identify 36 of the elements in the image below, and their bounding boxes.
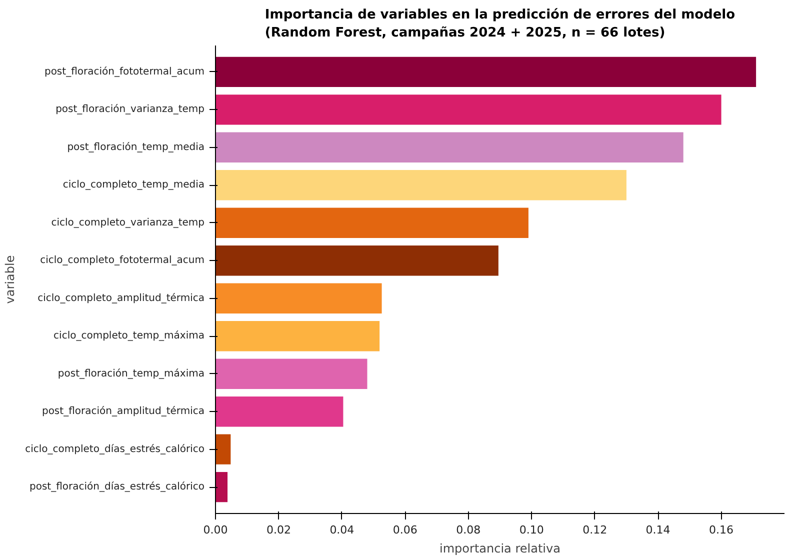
bar	[216, 283, 382, 314]
y-tick-label: ciclo_completo_temp_media	[62, 180, 204, 191]
y-tick-label: post_floración_amplitud_térmica	[42, 406, 205, 418]
y-tick-label: ciclo_completo_amplitud_térmica	[38, 292, 205, 304]
x-tick-label: 0.02	[266, 524, 291, 536]
x-axis-title: importancia relativa	[440, 542, 560, 556]
y-tick-label: post_floración_temp_máxima	[58, 368, 205, 380]
x-tick-label: 0.00	[203, 524, 228, 536]
bar	[216, 94, 722, 125]
y-axis-title: variable	[3, 255, 18, 304]
bar	[216, 472, 228, 502]
y-tick-label: post_floración_fototermal_acum	[44, 66, 205, 78]
bar	[216, 321, 380, 352]
y-tick-label: post_floración_temp_media	[67, 142, 204, 153]
y-tick-label: ciclo_completo_fototermal_acum	[40, 255, 205, 266]
bar	[216, 396, 344, 427]
x-tick-label: 0.04	[330, 524, 354, 536]
x-tick-label: 0.12	[582, 524, 608, 536]
bar	[216, 208, 528, 238]
bar	[216, 170, 626, 200]
bar	[216, 434, 231, 464]
x-tick-label: 0.06	[392, 524, 418, 536]
bar	[216, 246, 498, 276]
x-tick-label: 0.08	[456, 524, 481, 536]
bar	[216, 132, 684, 162]
x-tick-label: 0.16	[709, 524, 734, 536]
y-tick-label: ciclo_completo_temp_máxima	[54, 330, 205, 342]
x-tick-label: 0.14	[646, 524, 670, 536]
bar	[216, 56, 756, 88]
y-tick-label: ciclo_completo_días_estrés_calórico	[25, 444, 204, 455]
y-tick-label: post_floración_días_estrés_calórico	[29, 482, 204, 493]
y-tick-label: ciclo_completo_varianza_temp	[51, 217, 205, 228]
chart-title: Importancia de variables en la predicción de errores del modelo (Random Forest, campañas 2024 + 2025, n = 66 lotes)	[264, 8, 736, 40]
bar	[216, 358, 368, 389]
x-tick-label: 0.10	[519, 524, 544, 536]
y-tick-label: post_floración_varianza_temp	[56, 104, 205, 116]
